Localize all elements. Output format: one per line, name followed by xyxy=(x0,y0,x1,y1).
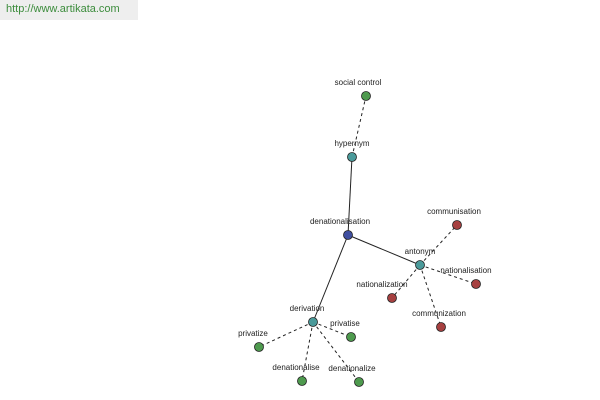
header: http://www.artikata.com xyxy=(0,0,138,20)
node-label[interactable]: denationalisation xyxy=(310,217,370,226)
node-label[interactable]: privatise xyxy=(330,319,360,328)
edge xyxy=(347,234,421,266)
node-label[interactable]: hypernym xyxy=(334,139,369,148)
node[interactable] xyxy=(343,230,353,240)
node-label[interactable]: denationalise xyxy=(272,363,320,372)
edge xyxy=(312,234,349,323)
node-label[interactable]: nationalization xyxy=(356,280,407,289)
node[interactable] xyxy=(297,376,307,386)
node[interactable] xyxy=(347,152,357,162)
edge xyxy=(347,156,353,236)
edge xyxy=(351,95,367,158)
node-label[interactable]: denationalize xyxy=(328,364,376,373)
node[interactable] xyxy=(415,260,425,270)
node-label[interactable]: communisation xyxy=(427,207,481,216)
node[interactable] xyxy=(254,342,264,352)
node[interactable] xyxy=(387,293,397,303)
edge xyxy=(312,321,360,383)
node[interactable] xyxy=(308,317,318,327)
node[interactable] xyxy=(361,91,371,101)
edge xyxy=(419,224,458,266)
edge xyxy=(258,321,314,348)
node[interactable] xyxy=(354,377,364,387)
site-url[interactable]: http://www.artikata.com xyxy=(6,3,120,15)
edge xyxy=(419,264,442,328)
node[interactable] xyxy=(346,332,356,342)
node[interactable] xyxy=(471,279,481,289)
node-label[interactable]: derivation xyxy=(290,304,325,313)
edge xyxy=(419,264,477,285)
node-label[interactable]: social control xyxy=(335,78,382,87)
edge xyxy=(391,264,421,299)
node-label[interactable]: privatize xyxy=(238,329,268,338)
node-label[interactable]: nationalisation xyxy=(440,266,491,275)
edge xyxy=(312,321,352,338)
node-label[interactable]: antonym xyxy=(405,247,436,256)
node[interactable] xyxy=(452,220,462,230)
node-label[interactable]: communization xyxy=(412,309,466,318)
node[interactable] xyxy=(436,322,446,332)
edge xyxy=(301,321,314,382)
